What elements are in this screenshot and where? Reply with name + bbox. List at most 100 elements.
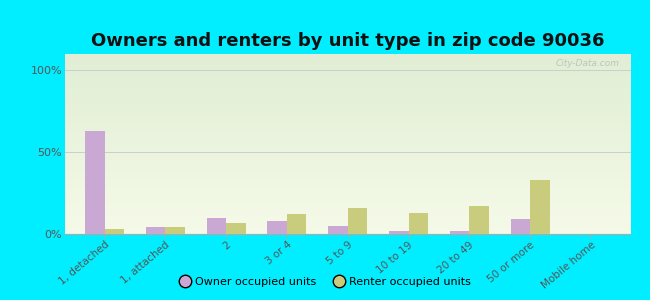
Bar (65, 210, 630, 211)
Bar (65, 197, 630, 198)
Bar (65, 171, 630, 172)
Bar (65, 174, 630, 175)
Bar (65, 192, 630, 193)
Bar (65, 185, 630, 186)
Bar (65, 203, 630, 204)
Bar (65, 79, 630, 80)
Bar (65, 193, 630, 194)
Bar (65, 77, 630, 78)
Bar (65, 147, 630, 148)
Bar (65, 158, 630, 159)
Bar (65, 73, 630, 74)
Bar (65, 130, 630, 131)
Bar (65, 183, 630, 184)
Bar (65, 100, 630, 101)
Bar (65, 86, 630, 87)
Bar (65, 213, 630, 214)
Bar (65, 82, 630, 83)
Bar (328, 226, 348, 234)
Bar (530, 180, 550, 234)
Bar (65, 141, 630, 142)
Bar (65, 103, 630, 104)
Bar (65, 131, 630, 132)
Bar (65, 55, 630, 56)
Bar (65, 176, 630, 177)
Bar (65, 196, 630, 197)
Bar (65, 88, 630, 89)
Bar (65, 227, 630, 228)
Bar (65, 161, 630, 162)
Bar (226, 223, 246, 234)
Bar (65, 113, 630, 114)
Bar (65, 188, 630, 189)
Bar (409, 213, 428, 234)
Bar (165, 227, 185, 234)
Bar (65, 165, 630, 166)
Bar (65, 173, 630, 174)
Bar (65, 125, 630, 126)
Bar (65, 232, 630, 233)
Bar (65, 135, 630, 136)
Bar (65, 156, 630, 157)
Bar (65, 143, 630, 144)
Bar (65, 145, 630, 146)
Bar (65, 221, 630, 222)
Bar (65, 87, 630, 88)
Bar (65, 94, 630, 95)
Bar (65, 226, 630, 227)
Bar (65, 61, 630, 62)
Bar (65, 208, 630, 209)
Bar (65, 115, 630, 116)
Bar (65, 96, 630, 97)
Bar (65, 119, 630, 120)
Bar (65, 218, 630, 219)
Text: City-Data.com: City-Data.com (555, 59, 619, 68)
Bar (65, 160, 630, 161)
Bar (65, 153, 630, 154)
Bar (65, 118, 630, 119)
Bar (65, 191, 630, 192)
Bar (65, 142, 630, 143)
Bar (65, 54, 630, 55)
Bar (268, 221, 287, 234)
Bar (65, 159, 630, 160)
Bar (389, 231, 409, 234)
Bar (65, 162, 630, 163)
Bar (65, 62, 630, 63)
Bar (65, 222, 630, 223)
Bar (65, 56, 630, 57)
Bar (469, 206, 489, 234)
Bar (65, 85, 630, 86)
Bar (65, 133, 630, 134)
Title: Owners and renters by unit type in zip code 90036: Owners and renters by unit type in zip c… (91, 32, 604, 50)
Bar (105, 229, 124, 234)
Bar (65, 181, 630, 182)
Bar (65, 189, 630, 190)
Bar (65, 219, 630, 220)
Bar (65, 169, 630, 170)
Bar (65, 223, 630, 224)
Bar (85, 131, 105, 234)
Bar (65, 90, 630, 91)
Bar (65, 186, 630, 187)
Bar (65, 150, 630, 151)
Bar (65, 110, 630, 111)
Bar (65, 220, 630, 221)
Bar (65, 74, 630, 75)
Bar (65, 200, 630, 201)
Bar (65, 76, 630, 77)
Bar (65, 68, 630, 69)
Bar (65, 70, 630, 71)
Bar (65, 59, 630, 60)
Bar (65, 155, 630, 156)
Bar (65, 182, 630, 183)
Bar (65, 209, 630, 210)
Bar (65, 180, 630, 181)
Bar (65, 166, 630, 167)
Bar (65, 194, 630, 195)
Bar (65, 230, 630, 231)
Bar (65, 224, 630, 225)
Bar (65, 149, 630, 150)
Bar (65, 98, 630, 99)
Bar (65, 184, 630, 185)
